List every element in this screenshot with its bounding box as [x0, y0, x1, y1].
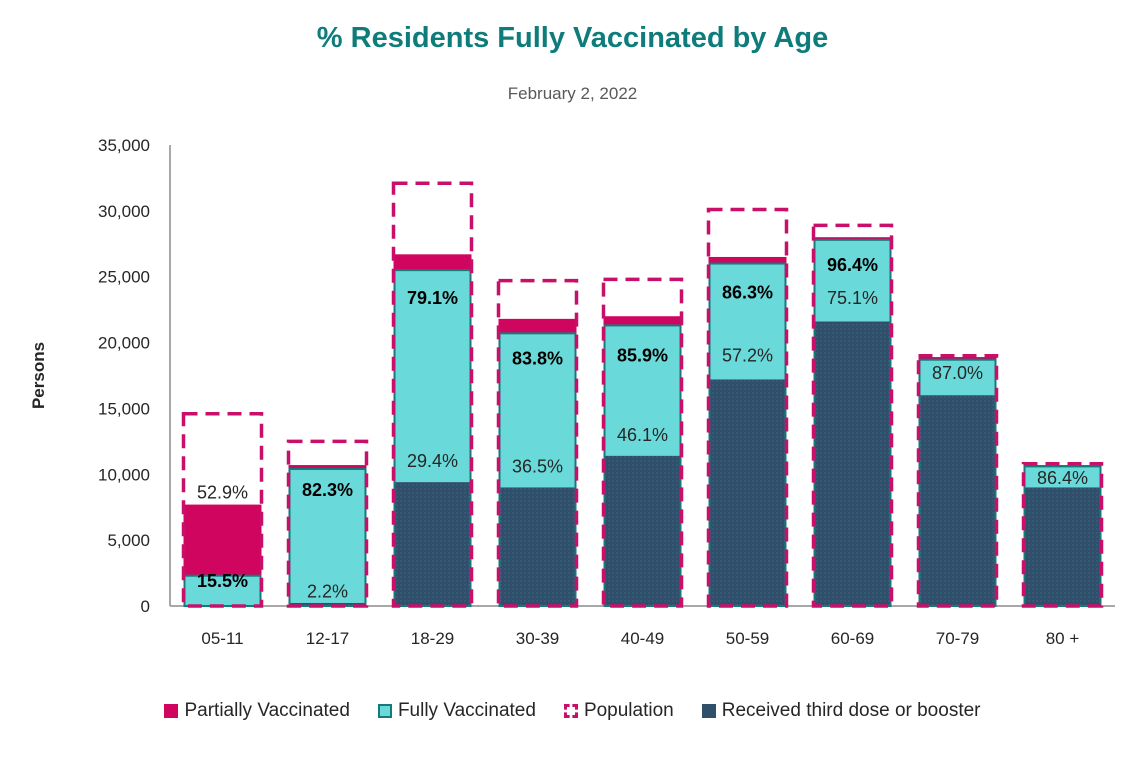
bar-booster: [1025, 487, 1100, 605]
data-label: 57.2%: [722, 346, 773, 366]
x-tick-label: 05-11: [201, 629, 243, 648]
data-label-bold: 85.9%: [617, 346, 668, 366]
data-label: 52.9%: [197, 483, 248, 503]
data-label-bold: 96.4%: [827, 255, 878, 275]
legend-label-booster: Received third dose or booster: [721, 700, 981, 721]
chart-subtitle: February 2, 2022: [507, 84, 638, 103]
bar-booster: [290, 602, 365, 605]
data-label: 2.2%: [307, 582, 348, 602]
y-tick-label: 10,000: [98, 465, 150, 484]
data-label-bold: 83.8%: [512, 348, 563, 368]
x-tick-label: 50-59: [726, 629, 769, 648]
x-tick-label: 30-39: [516, 629, 559, 648]
legend: Partially Vaccinated Fully Vaccinated Po…: [0, 700, 1145, 722]
bar-population: [811, 223, 894, 608]
bar-booster: [710, 379, 785, 605]
bar-population: [391, 181, 474, 608]
chart-title: % Residents Fully Vaccinated by Age: [316, 22, 829, 54]
x-tick-label: 40-49: [621, 629, 664, 648]
legend-label-population: Population: [583, 700, 674, 721]
y-axis-label: Persons: [29, 342, 48, 409]
data-label: 46.1%: [617, 425, 668, 445]
data-label: 86.4%: [1037, 468, 1088, 488]
y-tick-label: 5,000: [107, 531, 150, 550]
legend-item-full: Fully Vaccinated: [377, 700, 536, 722]
bar-booster: [920, 395, 995, 605]
legend-swatch-population: [563, 704, 578, 718]
data-label-bold: 79.1%: [407, 288, 458, 308]
legend-label-full: Fully Vaccinated: [397, 700, 536, 721]
data-label: 75.1%: [827, 288, 878, 308]
y-tick-label: 0: [141, 597, 150, 616]
legend-swatch-booster: [701, 704, 716, 718]
y-tick-label: 30,000: [98, 202, 150, 221]
legend-item-partial: Partially Vaccinated: [164, 700, 350, 722]
bar-population: [181, 411, 264, 608]
x-tick-label: 80 +: [1046, 629, 1080, 648]
bar-population: [706, 207, 789, 608]
bar-booster: [395, 482, 470, 605]
bar-population: [496, 278, 579, 608]
legend-label-partial: Partially Vaccinated: [184, 700, 350, 721]
bar-booster: [500, 487, 575, 605]
data-label: 36.5%: [512, 456, 563, 476]
x-tick-label: 12-17: [306, 629, 349, 648]
data-label: 87.0%: [932, 363, 983, 383]
y-tick-label: 20,000: [98, 334, 150, 353]
legend-item-population: Population: [563, 700, 674, 722]
bar-booster: [815, 321, 890, 605]
data-label-bold: 15.5%: [197, 571, 248, 591]
x-tick-label: 60-69: [831, 629, 874, 648]
bar-booster: [605, 455, 680, 605]
legend-swatch-partial: [164, 704, 179, 718]
data-label: 29.4%: [407, 451, 458, 471]
y-tick-label: 25,000: [98, 268, 150, 287]
bar-chart: 0 5,000 10,000 15,000 20,000 25,000 30,000 35,0…: [29, 136, 1115, 648]
bar-full: [288, 468, 367, 608]
data-label-bold: 82.3%: [302, 480, 353, 500]
legend-item-booster: Received third dose or booster: [701, 700, 981, 722]
bar-population: [916, 353, 999, 608]
bar-population: [601, 277, 684, 608]
x-tick-label: 18-29: [411, 629, 454, 648]
x-tick-label: 70-79: [936, 629, 979, 648]
legend-swatch-full: [377, 704, 392, 718]
y-tick-label: 15,000: [98, 399, 150, 418]
y-tick-label: 35,000: [98, 136, 150, 155]
data-label-bold: 86.3%: [722, 283, 773, 303]
bar-population: [286, 439, 369, 608]
